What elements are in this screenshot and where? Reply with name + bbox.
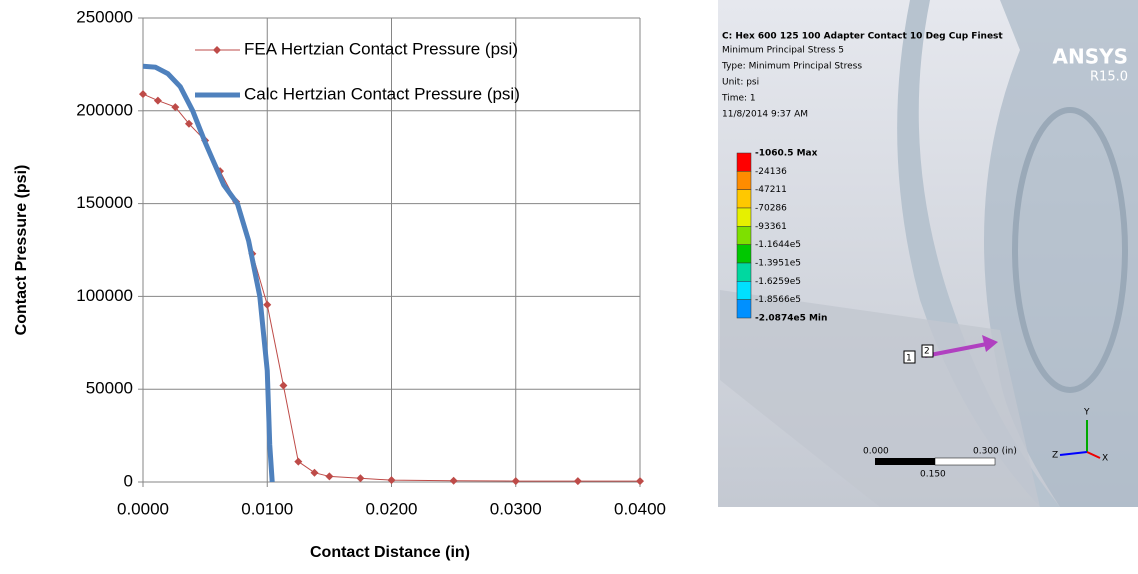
scale-bar xyxy=(935,458,995,465)
legend-color xyxy=(737,226,751,244)
y-tick-label: 200000 xyxy=(76,100,133,119)
legend-label: Calc Hertzian Contact Pressure (psi) xyxy=(244,84,520,103)
legend-color xyxy=(737,263,751,281)
scale-end: 0.300 (in) xyxy=(973,447,1017,457)
scale-start: 0.000 xyxy=(863,447,889,457)
probe-label: 2 xyxy=(924,347,930,357)
x-axis-title: Contact Distance (in) xyxy=(310,544,470,561)
legend-value: -24136 xyxy=(755,167,787,177)
marker xyxy=(263,301,271,309)
marker xyxy=(356,474,364,482)
version: R15.0 xyxy=(1090,70,1128,85)
marker xyxy=(294,458,302,466)
page: Contact Distance (in) Contact Pressure (… xyxy=(0,0,1138,569)
legend-value: -1.3951e5 xyxy=(755,259,801,269)
marker xyxy=(154,97,162,105)
probe-label: 1 xyxy=(906,354,912,364)
marker xyxy=(279,381,287,389)
y-tick-label: 100000 xyxy=(76,286,133,305)
legend-value: -47211 xyxy=(755,185,787,195)
legend-color xyxy=(737,281,751,299)
result-info: Time: 1 xyxy=(721,94,756,104)
legend-label: FEA Hertzian Contact Pressure (psi) xyxy=(244,39,518,58)
legend-value: -70286 xyxy=(755,204,787,214)
legend-marker xyxy=(213,46,221,54)
marker xyxy=(450,477,458,485)
triad-label: Z xyxy=(1052,451,1058,461)
triad-label: Y xyxy=(1083,408,1090,418)
marker xyxy=(325,472,333,480)
scale-bar xyxy=(875,458,935,465)
result-info: 11/8/2014 9:37 AM xyxy=(722,110,808,120)
marker xyxy=(310,469,318,477)
x-tick-label: 0.0000 xyxy=(117,499,169,518)
scale-mid: 0.150 xyxy=(920,470,946,480)
x-tick-label: 0.0100 xyxy=(241,499,293,518)
screenshot: C: Hex 600 125 100 Adapter Contact 10 De… xyxy=(718,0,1138,507)
legend-value: -1.6259e5 xyxy=(755,277,801,287)
x-tick-label: 0.0400 xyxy=(614,499,666,518)
legend-color xyxy=(737,171,751,189)
x-tick-label: 0.0200 xyxy=(366,499,418,518)
marker xyxy=(512,477,520,485)
legend-color xyxy=(737,190,751,208)
legend-value: -1.8566e5 xyxy=(755,295,801,305)
legend-color xyxy=(737,153,751,171)
marker xyxy=(388,476,396,484)
x-tick-label: 0.0300 xyxy=(490,499,542,518)
result-info: Minimum Principal Stress 5 xyxy=(722,46,844,56)
result-info: Unit: psi xyxy=(722,78,759,88)
result-title: C: Hex 600 125 100 Adapter Contact 10 De… xyxy=(722,32,1003,42)
y-tick-label: 0 xyxy=(124,471,133,490)
y-tick-label: 250000 xyxy=(76,7,133,26)
legend-value: -93361 xyxy=(755,222,787,232)
result-info: Type: Minimum Principal Stress xyxy=(721,62,862,72)
chart: Contact Distance (in) Contact Pressure (… xyxy=(13,7,666,561)
marker xyxy=(139,90,147,98)
legend-value: -1060.5 Max xyxy=(755,149,818,159)
logo: ANSYS xyxy=(1052,45,1128,69)
legend-value: -2.0874e5 Min xyxy=(755,314,827,324)
marker xyxy=(636,477,644,485)
legend-value: -1.1644e5 xyxy=(755,240,801,250)
y-axis-title: Contact Pressure (psi) xyxy=(13,165,30,336)
triad-label: X xyxy=(1102,454,1108,464)
y-tick-label: 150000 xyxy=(76,193,133,212)
legend-color xyxy=(737,245,751,263)
marker xyxy=(574,477,582,485)
legend-color xyxy=(737,208,751,226)
legend-color xyxy=(737,300,751,318)
series-line xyxy=(143,66,272,482)
y-tick-label: 50000 xyxy=(86,379,133,398)
